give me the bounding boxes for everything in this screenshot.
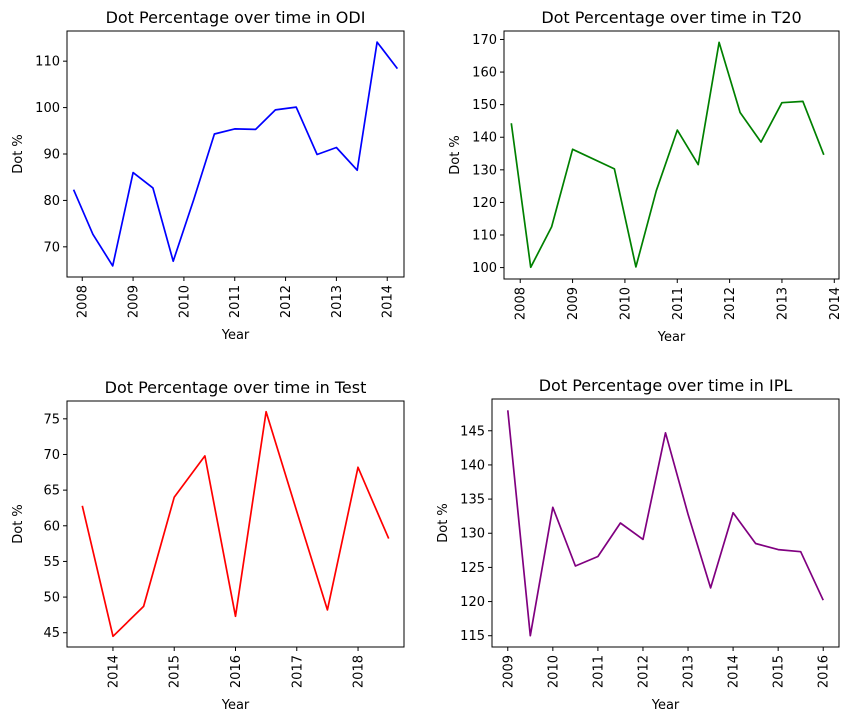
plot-frame [491, 398, 840, 648]
x-axis-label: Year [221, 698, 250, 713]
y-tick-label: 120 [472, 196, 497, 211]
y-axis-label: Dot % [11, 504, 26, 544]
x-tick-label: 2016 [817, 655, 832, 688]
x-tick-label: 2015 [168, 655, 183, 688]
y-tick-label: 120 [460, 595, 485, 610]
y-tick-label: 170 [472, 33, 497, 48]
x-axis-label: Year [657, 330, 686, 345]
y-tick-label: 160 [472, 66, 497, 81]
y-tick-label: 65 [43, 484, 60, 499]
subplot-test: Dot Percentage over time in Test Year Do… [11, 378, 405, 713]
y-tick-label: 115 [460, 629, 485, 644]
x-tick-label: 2013 [330, 285, 345, 318]
y-tick-label: 45 [43, 626, 60, 641]
series-line [510, 41, 825, 269]
y-tick-label: 150 [472, 98, 497, 113]
x-tick-label: 2010 [177, 285, 192, 318]
x-tick-label: 2015 [772, 655, 787, 688]
series-line [81, 410, 390, 638]
y-tick-label: 60 [43, 519, 60, 534]
series-line [72, 41, 399, 267]
subplot-t20: Dot Percentage over time in T20 Year Dot… [448, 8, 843, 345]
x-tick-label: 2017 [290, 655, 305, 688]
x-tick-label: 2009 [127, 285, 142, 318]
y-axis-label: Dot % [436, 503, 451, 543]
chart-title: Dot Percentage over time in ODI [106, 8, 366, 27]
chart-title: Dot Percentage over time in IPL [539, 376, 793, 395]
subplot-odi: Dot Percentage over time in ODI Year Dot… [11, 8, 405, 343]
subplot-ipl: Dot Percentage over time in IPL Year Dot… [436, 376, 840, 713]
y-tick-label: 145 [460, 424, 485, 439]
y-tick-label: 110 [35, 55, 60, 70]
chart-title: Dot Percentage over time in Test [105, 378, 367, 397]
series-line [506, 410, 824, 637]
x-tick-label: 2011 [671, 287, 686, 320]
x-tick-label: 2012 [279, 285, 294, 318]
plot-frame [66, 400, 405, 648]
y-tick-label: 50 [43, 591, 60, 606]
y-tick-label: 140 [472, 131, 497, 146]
plot-frame [503, 30, 840, 280]
x-tick-label: 2011 [591, 655, 606, 688]
x-tick-label: 2013 [682, 655, 697, 688]
x-tick-label: 2014 [727, 655, 742, 688]
x-tick-label: 2014 [106, 655, 121, 688]
y-tick-label: 100 [35, 101, 60, 116]
y-tick-label: 100 [472, 261, 497, 276]
x-tick-label: 2008 [514, 287, 529, 320]
y-tick-label: 130 [460, 527, 485, 542]
y-tick-label: 125 [460, 561, 485, 576]
x-tick-label: 2018 [352, 655, 367, 688]
x-tick-label: 2016 [229, 655, 244, 688]
x-tick-label: 2009 [566, 287, 581, 320]
x-tick-label: 2014 [381, 285, 396, 318]
y-tick-label: 140 [460, 458, 485, 473]
y-tick-label: 130 [472, 163, 497, 178]
x-tick-label: 2010 [546, 655, 561, 688]
x-axis-label: Year [221, 328, 250, 343]
chart-title: Dot Percentage over time in T20 [541, 8, 801, 27]
y-tick-label: 80 [43, 194, 60, 209]
y-tick-label: 70 [43, 448, 60, 463]
x-tick-label: 2012 [636, 655, 651, 688]
x-tick-label: 2008 [76, 285, 91, 318]
x-tick-label: 2014 [828, 287, 843, 320]
y-tick-label: 70 [43, 240, 60, 255]
x-tick-label: 2009 [501, 655, 516, 688]
x-tick-label: 2011 [228, 285, 243, 318]
x-tick-label: 2013 [775, 287, 790, 320]
y-axis-label: Dot % [448, 135, 463, 175]
x-axis-label: Year [651, 698, 680, 713]
y-axis-label: Dot % [11, 134, 26, 174]
x-tick-label: 2010 [618, 287, 633, 320]
y-tick-label: 55 [43, 555, 60, 570]
x-tick-label: 2012 [723, 287, 738, 320]
y-tick-label: 135 [460, 493, 485, 508]
y-tick-label: 75 [43, 412, 60, 427]
y-tick-label: 110 [472, 229, 497, 244]
y-tick-label: 90 [43, 148, 60, 163]
